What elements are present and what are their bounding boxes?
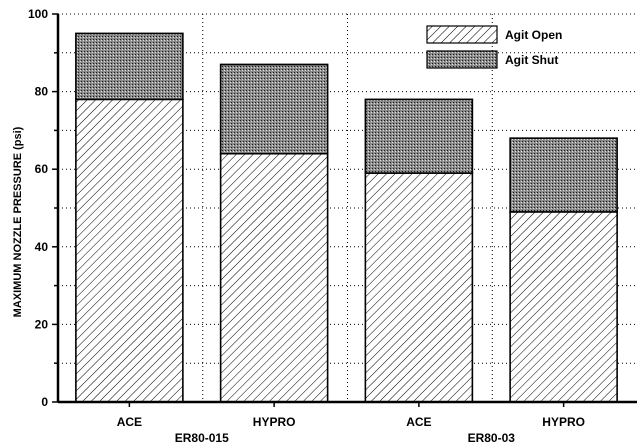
bar-agit-shut <box>75 32 184 101</box>
y-tick-label: 80 <box>35 85 49 99</box>
legend-label: Agit Shut <box>505 53 558 67</box>
x-tick-label: HYPRO <box>253 415 296 429</box>
y-tick-label: 100 <box>28 7 48 21</box>
x-tick-label: ACE <box>117 415 142 429</box>
x-tick-label: ACE <box>406 415 431 429</box>
legend-swatch-agit-open <box>426 25 498 44</box>
bar-agit-shut <box>509 137 618 213</box>
bar-agit-shut <box>219 63 329 155</box>
y-tick-labels: 0 20 40 60 80 100 <box>28 7 48 409</box>
legend-swatch-agit-shut <box>426 50 498 69</box>
axes <box>52 13 637 407</box>
bar-agit-open <box>364 172 474 403</box>
bars <box>75 32 618 403</box>
y-tick-label: 0 <box>41 395 48 409</box>
group-labels: ER80-015 ER80-03 <box>175 431 516 445</box>
y-axis-label: MAXIMUM NOZZLE PRESSURE (psi) <box>12 126 24 317</box>
bar-agit-open <box>75 98 184 403</box>
group-label: ER80-03 <box>468 431 516 445</box>
y-tick-label: 60 <box>35 162 49 176</box>
bar-agit-shut <box>364 98 474 174</box>
legend: Agit Open Agit Shut <box>426 25 562 69</box>
x-tick-labels: ACE HYPRO ACE HYPRO <box>117 415 585 429</box>
group-label: ER80-015 <box>175 431 229 445</box>
bar-agit-open <box>509 211 618 403</box>
y-tick-label: 40 <box>35 240 49 254</box>
legend-label: Agit Open <box>505 28 562 42</box>
y-tick-label: 20 <box>35 317 49 331</box>
x-tick-label: HYPRO <box>542 415 585 429</box>
bar-agit-open <box>219 152 329 403</box>
